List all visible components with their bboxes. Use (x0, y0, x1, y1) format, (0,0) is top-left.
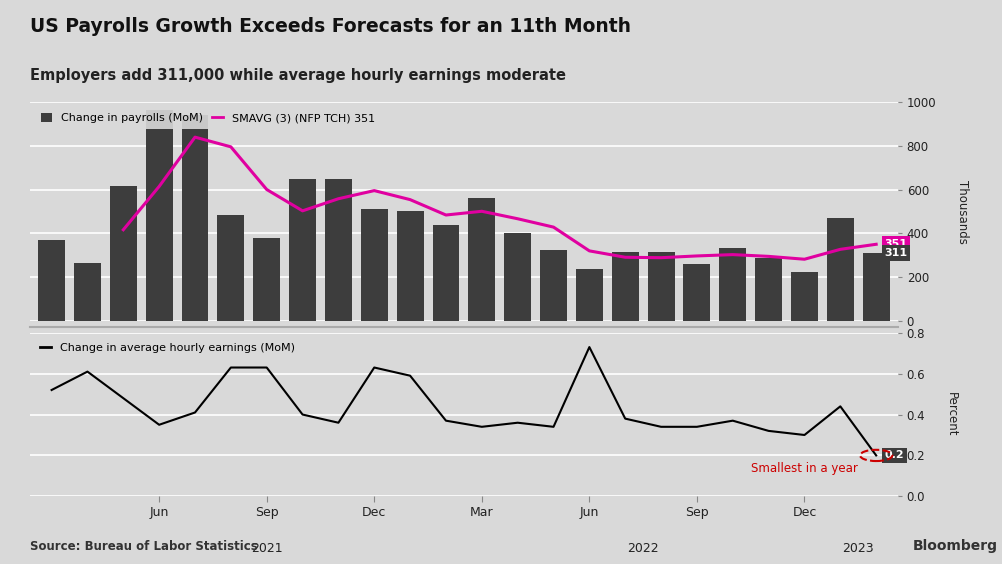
Bar (611, 252, 638, 321)
Bar (718, 248, 745, 321)
Bar (145, 110, 172, 321)
Bar (647, 252, 673, 321)
Text: 351: 351 (884, 239, 907, 249)
Text: 0.2: 0.2 (884, 451, 903, 460)
Y-axis label: Thousands: Thousands (955, 179, 968, 244)
Legend: Change in average hourly earnings (MoM): Change in average hourly earnings (MoM) (36, 338, 300, 357)
Bar (396, 210, 423, 321)
Text: Employers add 311,000 while average hourly earnings moderate: Employers add 311,000 while average hour… (30, 68, 565, 83)
Text: US Payrolls Growth Exceeds Forecasts for an 11th Month: US Payrolls Growth Exceeds Forecasts for… (30, 17, 630, 36)
Text: 2022: 2022 (626, 542, 658, 555)
Bar (74, 263, 101, 321)
Y-axis label: Percent: Percent (944, 393, 957, 437)
Bar (181, 115, 208, 321)
Text: 2023: 2023 (842, 542, 873, 555)
Text: Source: Bureau of Labor Statistics: Source: Bureau of Labor Statistics (30, 540, 258, 553)
Bar (432, 225, 459, 321)
Bar (504, 233, 531, 321)
Bar (110, 187, 136, 321)
Bar (361, 209, 388, 321)
Bar (791, 272, 817, 321)
Bar (862, 253, 889, 321)
Text: Smallest in a year: Smallest in a year (750, 461, 858, 474)
Text: Bloomberg: Bloomberg (912, 539, 997, 553)
Bar (217, 215, 244, 321)
Text: 2021: 2021 (250, 542, 283, 555)
Bar (468, 198, 495, 321)
Text: 311: 311 (884, 248, 907, 258)
Bar (539, 250, 566, 321)
Bar (289, 179, 316, 321)
Bar (755, 258, 782, 321)
Bar (682, 263, 709, 321)
Legend: Change in payrolls (MoM), SMAVG (3) (NFP TCH) 351: Change in payrolls (MoM), SMAVG (3) (NFP… (36, 107, 381, 129)
Bar (254, 238, 280, 321)
Bar (575, 269, 602, 321)
Bar (325, 179, 352, 321)
Bar (38, 240, 65, 321)
Bar (826, 218, 853, 321)
